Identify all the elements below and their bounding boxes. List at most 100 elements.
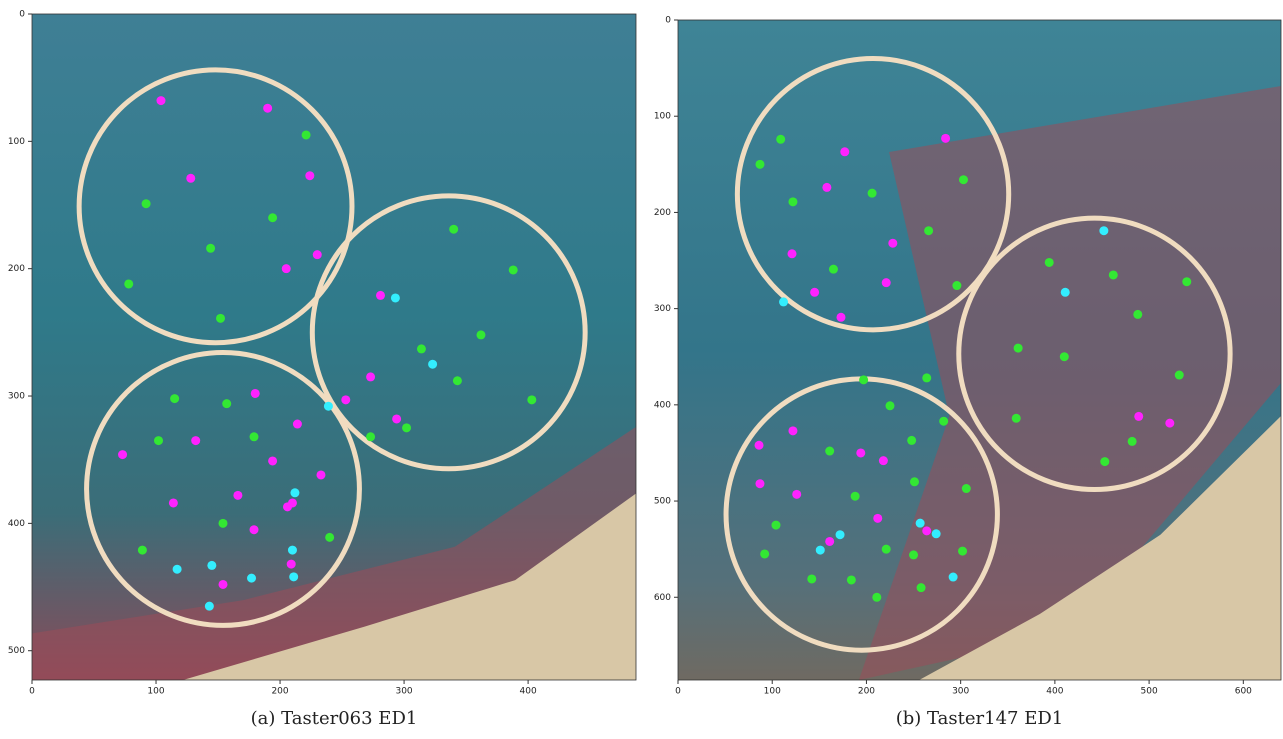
y-tick-label: 200 [654, 208, 671, 218]
point [856, 448, 865, 457]
point [959, 175, 968, 184]
point [847, 575, 856, 584]
point [829, 265, 838, 274]
point [324, 402, 333, 411]
point [1133, 310, 1142, 319]
point [868, 189, 877, 198]
point [251, 389, 260, 398]
point [779, 297, 788, 306]
point [760, 549, 769, 558]
point [341, 395, 350, 404]
caption: (b) Taster147 ED1 [896, 708, 1063, 729]
point [941, 134, 950, 143]
x-tick-label: 600 [1235, 687, 1252, 697]
point [1060, 352, 1069, 361]
point [366, 372, 375, 381]
point [156, 96, 165, 105]
point [1165, 419, 1174, 428]
point [776, 135, 785, 144]
x-tick-label: 400 [520, 687, 537, 697]
point [1100, 457, 1109, 466]
point [170, 394, 179, 403]
y-tick-label: 100 [654, 112, 671, 122]
point [206, 244, 215, 253]
point [288, 546, 297, 555]
x-tick-label: 300 [952, 687, 969, 697]
point [191, 436, 200, 445]
point [825, 537, 834, 546]
caption: (a) Taster063 ED1 [251, 708, 418, 729]
x-tick-label: 300 [395, 687, 412, 697]
point [958, 547, 967, 556]
point [376, 291, 385, 300]
point [882, 278, 891, 287]
point [142, 199, 151, 208]
y-tick-label: 300 [8, 392, 25, 402]
point [1134, 412, 1143, 421]
point [909, 550, 918, 559]
point [788, 426, 797, 435]
point [289, 572, 298, 581]
y-tick-label: 500 [8, 646, 25, 656]
point [851, 492, 860, 501]
point [287, 560, 296, 569]
point [366, 432, 375, 441]
point [872, 593, 881, 602]
point [1061, 288, 1070, 297]
point [247, 574, 256, 583]
point [313, 250, 322, 259]
x-tick-label: 200 [271, 687, 288, 697]
point [186, 174, 195, 183]
point [1012, 414, 1021, 423]
point [755, 441, 764, 450]
point [316, 470, 325, 479]
point [879, 456, 888, 465]
point [476, 330, 485, 339]
point [428, 360, 437, 369]
point [169, 498, 178, 507]
point [1014, 344, 1023, 353]
y-tick-label: 400 [654, 400, 671, 410]
point [509, 265, 518, 274]
point [788, 197, 797, 206]
point [922, 526, 931, 535]
point [290, 488, 299, 497]
x-tick-label: 0 [29, 687, 35, 697]
point [939, 417, 948, 426]
point [888, 239, 897, 248]
point [810, 288, 819, 297]
point [124, 279, 133, 288]
point [907, 436, 916, 445]
x-tick-label: 100 [147, 687, 164, 697]
point [154, 436, 163, 445]
point [263, 104, 272, 113]
figure: 01002003004000100200300400500(a) Taster0… [0, 0, 1283, 739]
point [836, 313, 845, 322]
point [302, 130, 311, 139]
y-tick-label: 500 [654, 497, 671, 507]
point [825, 447, 834, 456]
point [771, 521, 780, 530]
point [917, 583, 926, 592]
point [305, 171, 314, 180]
y-tick-label: 200 [8, 264, 25, 274]
point [282, 264, 291, 273]
x-tick-label: 100 [764, 687, 781, 697]
point [268, 456, 277, 465]
point [1128, 437, 1137, 446]
point [218, 519, 227, 528]
point [859, 375, 868, 384]
point [822, 183, 831, 192]
point [391, 293, 400, 302]
point [885, 401, 894, 410]
point [449, 225, 458, 234]
point [932, 529, 941, 538]
point [417, 344, 426, 353]
point [205, 602, 214, 611]
page: {"chart_data": [ {"type": "scatter", "ti… [0, 0, 1283, 739]
y-tick-label: 600 [654, 593, 671, 603]
point [222, 399, 231, 408]
x-tick-label: 200 [858, 687, 875, 697]
point [138, 546, 147, 555]
point [218, 580, 227, 589]
